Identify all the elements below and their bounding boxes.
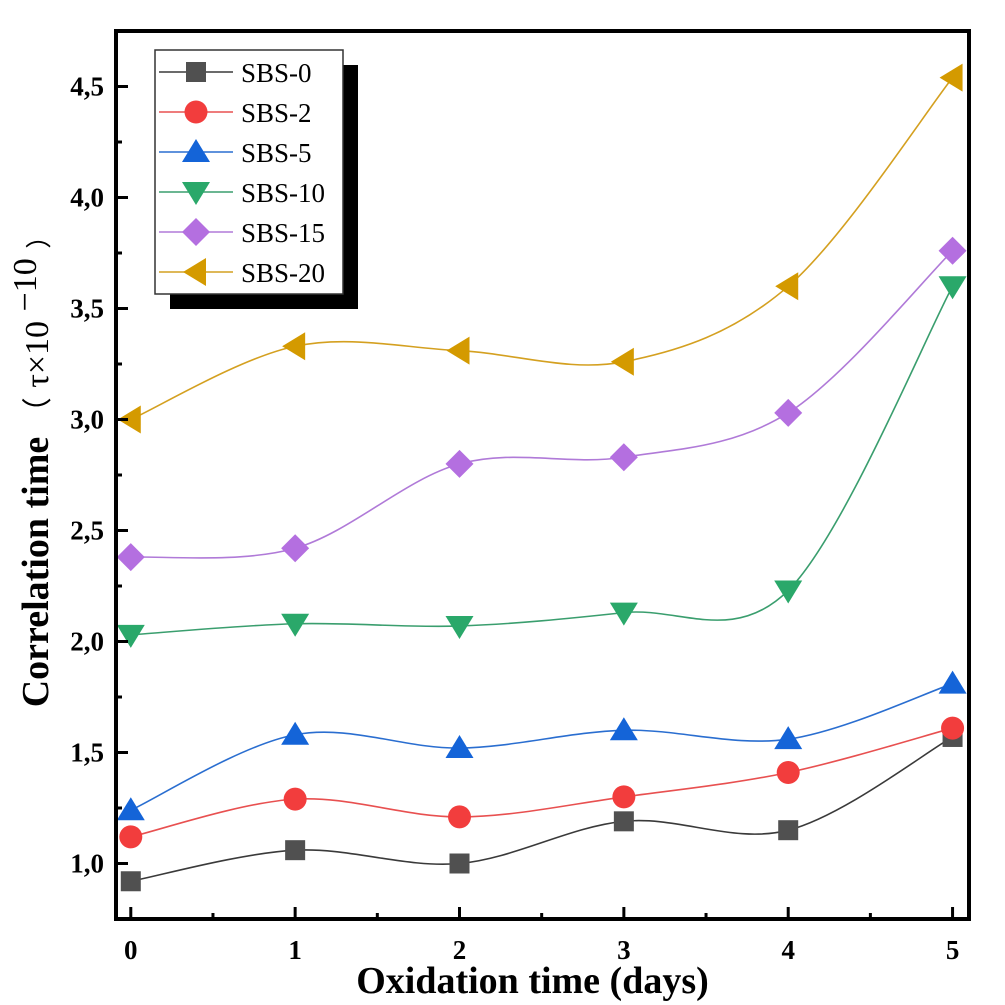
legend-box [154,49,344,295]
legend-marker [186,62,206,82]
data-point [448,805,472,829]
data-point [609,443,638,472]
data-point [613,811,634,832]
legend-item: SBS-20 [159,258,325,288]
x-tick-label: 2 [453,935,467,965]
data-point [778,820,799,841]
series-line [130,682,953,811]
data-point [285,840,306,861]
series-line [130,285,954,636]
data-point [116,797,145,821]
legend-label: SBS-15 [241,218,325,248]
legend-label: SBS-0 [241,58,312,88]
series-sbs-10 [116,276,967,648]
y-axis-title: Correlation time （ τ×10 −10 ） [3,223,57,708]
y-axis-title-exponent: −10 [7,258,44,311]
legend-marker [182,139,210,162]
data-point [612,785,636,809]
data-point [116,624,145,648]
legend-marker [184,100,208,124]
data-point [282,332,306,361]
data-point [445,615,474,639]
y-axis-title-main: Correlation time [15,437,57,708]
y-tick-label: 1,5 [70,738,104,768]
data-point [119,825,143,849]
data-point [449,853,470,874]
y-tick-label: 3,5 [70,294,104,324]
data-point [775,272,799,301]
legend-marker [182,218,210,246]
data-point [941,716,965,740]
data-point [938,670,967,694]
data-point [120,871,141,892]
data-point [117,405,141,434]
y-tick-label: 4,5 [70,72,104,102]
x-tick-label: 5 [946,935,960,965]
data-point [938,276,967,300]
data-point [116,543,145,572]
y-tick-label: 1,0 [70,849,104,879]
series-line [130,727,953,838]
data-point [281,721,310,745]
data-point [283,787,307,811]
legend-item: SBS-2 [159,98,312,128]
y-axis-title-open-paren: （ [22,397,55,427]
legend-item: SBS-10 [159,178,325,208]
y-tick-label: 2,5 [70,516,104,546]
data-point [938,236,967,265]
data-point [610,347,634,376]
series-line [130,736,953,883]
data-point [281,534,310,563]
series-line [130,77,954,421]
data-point [774,398,803,427]
y-axis-title-unit: τ×10 [19,321,56,388]
series-sbs-5 [116,670,967,821]
legend-item: SBS-15 [159,218,325,248]
data-point [609,602,638,626]
legend-marker [183,258,206,286]
legend-label: SBS-10 [241,178,325,208]
data-point [445,735,474,759]
data-point [445,449,474,478]
legend-label: SBS-2 [241,98,312,128]
data-point [776,760,800,784]
legend: SBS-0 SBS-2 SBS-5 SBS-10 SBS-15 SBS-20 [154,49,358,309]
legend-item: SBS-0 [159,58,312,88]
axis-ticks: 0 1 2 3 4 5 1,0 1,5 2,0 2,5 3,0 3,5 4,0 4,5 [70,72,959,966]
x-tick-label: 3 [617,935,631,965]
series-sbs-2 [119,716,965,849]
y-tick-label: 2,0 [70,627,104,657]
y-axis-title-close-paren: ） [25,223,54,249]
legend-marker [182,182,210,205]
x-tick-label: 0 [124,935,138,965]
series-sbs-20 [117,63,963,434]
x-tick-label: 4 [781,935,795,965]
data-point [774,580,803,604]
data-point [774,726,803,750]
data-point [281,613,310,637]
legend-item: SBS-5 [159,138,312,168]
series-layer [116,63,967,892]
y-tick-label: 4,0 [70,183,104,213]
data-point [939,63,963,92]
data-point [609,717,638,741]
data-point [446,336,470,365]
y-tick-label: 3,0 [70,405,104,435]
legend-label: SBS-20 [241,258,325,288]
series-sbs-15 [116,236,967,572]
x-axis-title: Oxidation time (days) [356,960,709,1002]
x-tick-label: 1 [288,935,302,965]
legend-label: SBS-5 [241,138,312,168]
